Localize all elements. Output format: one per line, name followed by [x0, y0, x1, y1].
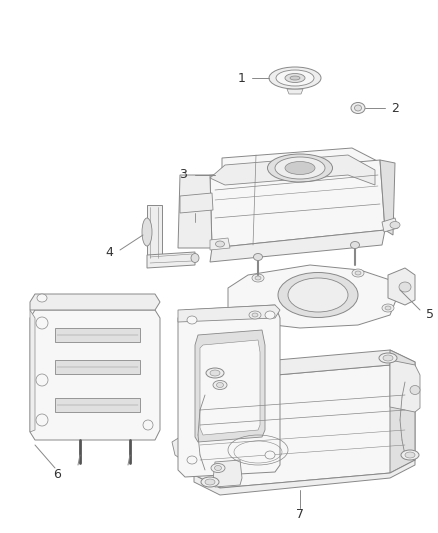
Ellipse shape [215, 241, 225, 247]
Polygon shape [30, 310, 160, 440]
Ellipse shape [275, 157, 325, 179]
Ellipse shape [201, 477, 219, 487]
Ellipse shape [142, 218, 152, 246]
Ellipse shape [191, 254, 199, 262]
Text: 2: 2 [391, 101, 399, 115]
Polygon shape [55, 360, 140, 374]
Polygon shape [194, 460, 415, 495]
Polygon shape [200, 340, 260, 435]
Ellipse shape [399, 282, 411, 292]
Ellipse shape [401, 450, 419, 460]
Polygon shape [55, 328, 140, 342]
Text: 5: 5 [426, 308, 434, 320]
Polygon shape [172, 437, 194, 468]
Polygon shape [180, 193, 213, 213]
Ellipse shape [355, 271, 361, 275]
Ellipse shape [290, 76, 300, 80]
Ellipse shape [390, 222, 400, 229]
Polygon shape [55, 398, 140, 412]
Polygon shape [287, 89, 303, 94]
Ellipse shape [288, 278, 348, 312]
Ellipse shape [285, 74, 305, 83]
Ellipse shape [254, 254, 262, 261]
Ellipse shape [354, 105, 361, 111]
Ellipse shape [37, 294, 47, 302]
Polygon shape [178, 305, 280, 322]
Polygon shape [194, 365, 415, 488]
Polygon shape [147, 205, 162, 260]
Text: 1: 1 [238, 71, 246, 85]
Polygon shape [194, 350, 415, 380]
Polygon shape [210, 160, 385, 248]
Polygon shape [382, 218, 398, 232]
Ellipse shape [36, 374, 48, 386]
Ellipse shape [187, 316, 197, 324]
Polygon shape [380, 160, 395, 235]
Ellipse shape [211, 464, 225, 472]
Ellipse shape [350, 241, 360, 248]
Ellipse shape [255, 276, 261, 280]
Polygon shape [388, 268, 415, 305]
Ellipse shape [383, 355, 393, 361]
Ellipse shape [265, 451, 275, 459]
Ellipse shape [206, 368, 224, 378]
Ellipse shape [143, 420, 153, 430]
Polygon shape [390, 360, 420, 412]
Ellipse shape [410, 385, 420, 394]
Text: 3: 3 [179, 168, 187, 182]
Ellipse shape [385, 306, 391, 310]
Polygon shape [30, 294, 160, 310]
Polygon shape [178, 305, 280, 477]
Ellipse shape [352, 269, 364, 277]
Ellipse shape [351, 102, 365, 114]
Text: 7: 7 [296, 508, 304, 521]
Polygon shape [194, 358, 220, 488]
Ellipse shape [405, 452, 415, 458]
Ellipse shape [187, 456, 197, 464]
Ellipse shape [278, 272, 358, 318]
Polygon shape [178, 175, 212, 248]
Ellipse shape [269, 67, 321, 89]
Ellipse shape [249, 311, 261, 319]
Ellipse shape [268, 154, 332, 182]
Ellipse shape [252, 313, 258, 317]
Polygon shape [213, 460, 242, 487]
Polygon shape [210, 155, 375, 185]
Ellipse shape [382, 304, 394, 312]
Ellipse shape [379, 353, 397, 363]
Polygon shape [210, 238, 230, 250]
Ellipse shape [216, 383, 223, 387]
Polygon shape [30, 310, 35, 432]
Ellipse shape [252, 274, 264, 282]
Ellipse shape [36, 317, 48, 329]
Ellipse shape [213, 381, 227, 390]
Text: 6: 6 [53, 467, 61, 481]
Ellipse shape [205, 479, 215, 485]
Ellipse shape [215, 465, 222, 471]
Ellipse shape [210, 370, 220, 376]
Polygon shape [210, 230, 385, 262]
Ellipse shape [285, 161, 315, 174]
Polygon shape [390, 350, 415, 473]
Text: 4: 4 [105, 246, 113, 260]
Polygon shape [222, 148, 385, 180]
Ellipse shape [265, 311, 275, 319]
Polygon shape [147, 252, 195, 268]
Ellipse shape [36, 414, 48, 426]
Polygon shape [195, 330, 265, 442]
Ellipse shape [276, 70, 314, 86]
Polygon shape [228, 265, 398, 328]
